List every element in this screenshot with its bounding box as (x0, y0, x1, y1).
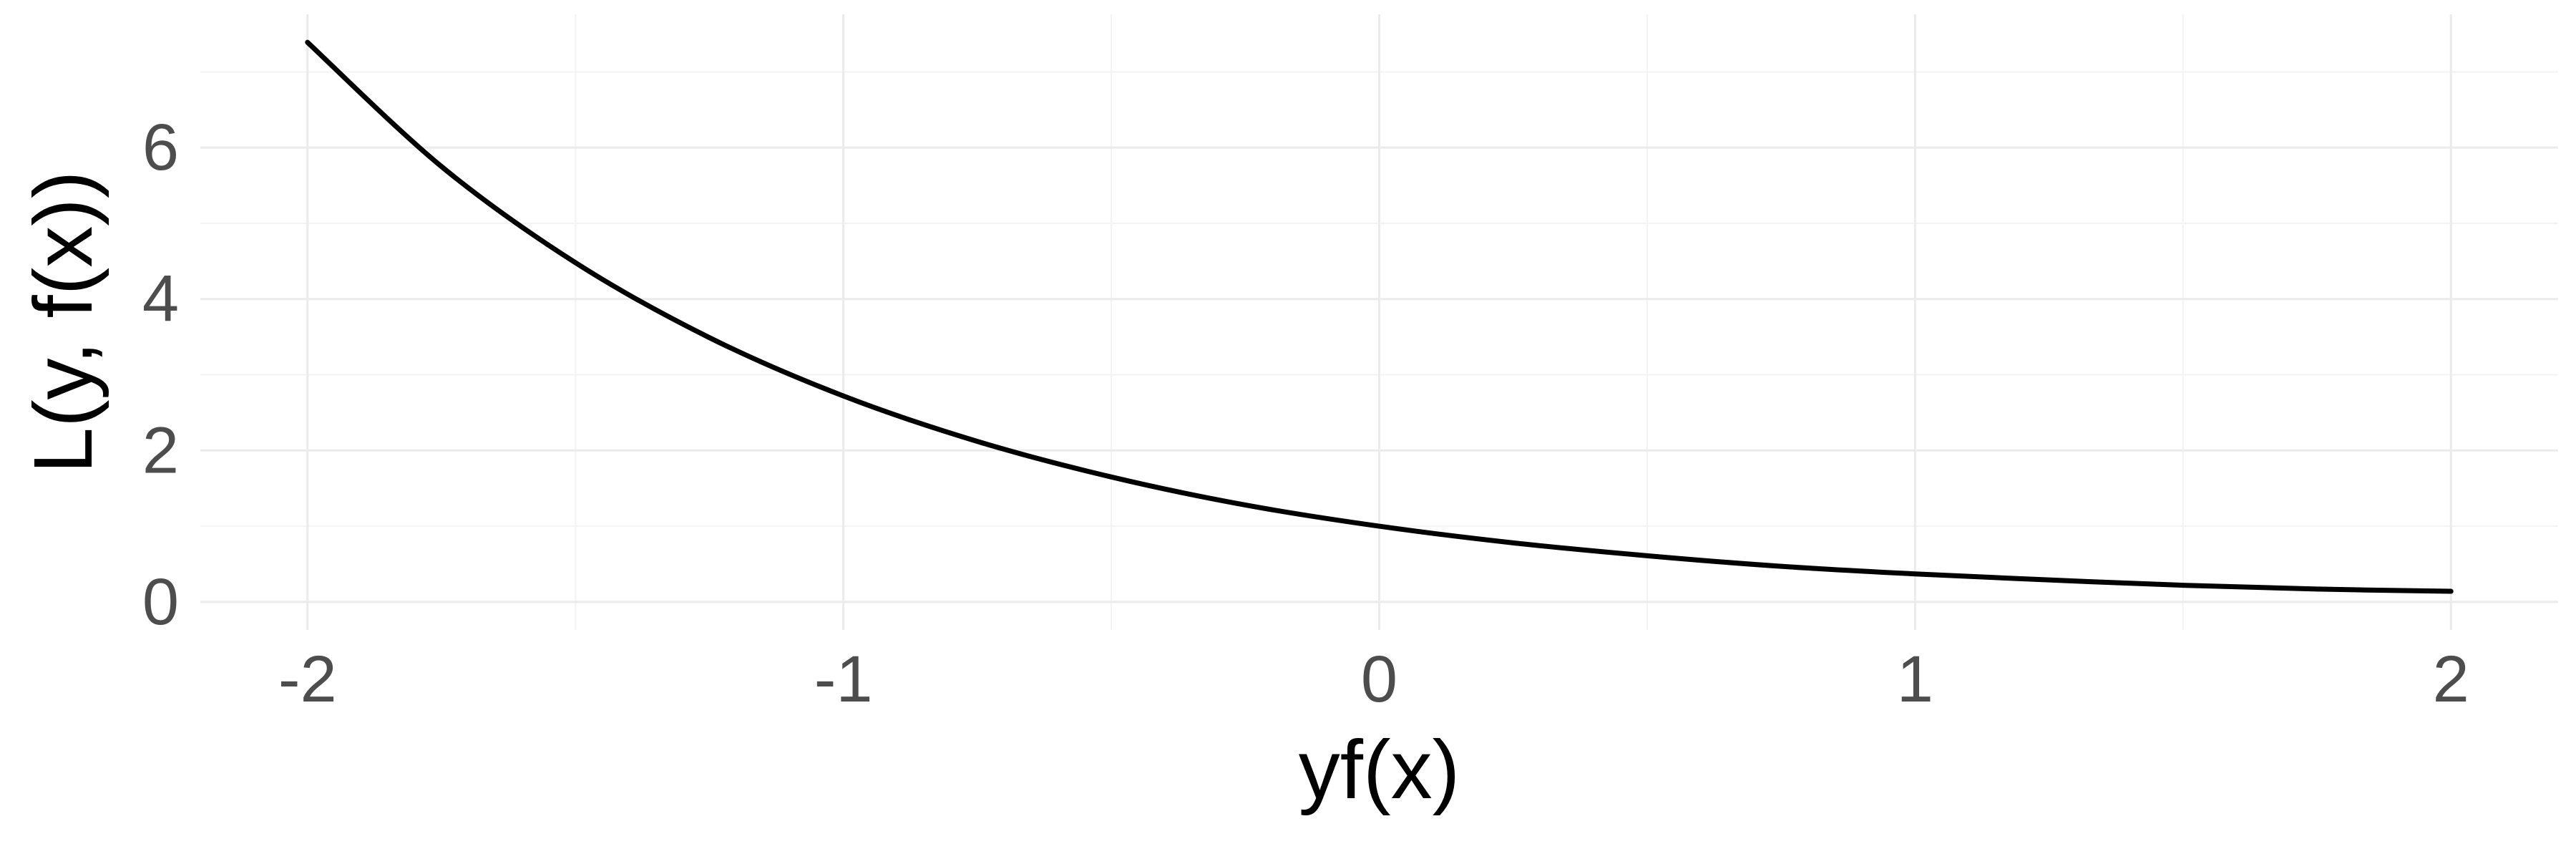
y-tick-labels: 0 2 4 6 (142, 111, 179, 639)
x-axis-title: yf(x) (1299, 723, 1460, 816)
major-gridlines (200, 14, 2558, 630)
x-tick-label: 1 (1897, 643, 1933, 716)
x-tick-label: 2 (2433, 643, 2469, 716)
series-layer (305, 39, 2454, 594)
y-tick-label: 2 (142, 414, 179, 487)
y-axis-title: L(y, f(x)) (16, 170, 109, 473)
x-tick-label: -1 (814, 643, 873, 716)
series-line (305, 39, 2454, 594)
x-tick-labels: -2 -1 0 1 2 (278, 643, 2469, 716)
y-tick-label: 4 (142, 263, 179, 336)
x-tick-label: -2 (278, 643, 337, 716)
y-tick-label: 6 (142, 111, 179, 184)
x-tick-label: 0 (1361, 643, 1397, 716)
y-tick-label: 0 (142, 566, 179, 639)
